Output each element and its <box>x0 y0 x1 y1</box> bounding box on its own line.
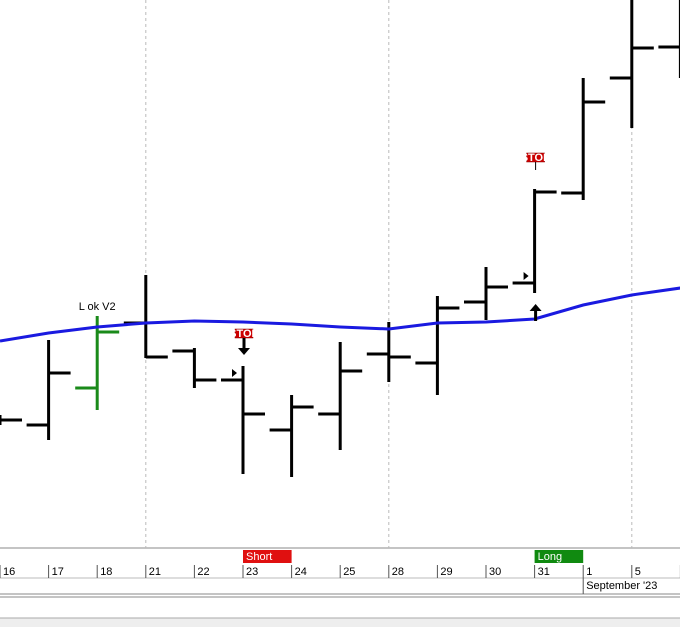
plot <box>0 0 680 548</box>
month-label: September '23 <box>586 580 657 592</box>
arrow-head <box>238 348 250 355</box>
entry-marker <box>232 369 237 377</box>
x-tick-label: 21 <box>149 566 161 578</box>
signal-label: Short <box>246 551 272 563</box>
entry-marker <box>523 272 529 280</box>
annotation: L ok V2 <box>79 301 116 313</box>
x-tick-label: 16 <box>3 566 15 578</box>
signal-label: Long <box>538 551 562 563</box>
signal-box <box>534 550 584 563</box>
x-tick-label: 18 <box>100 566 112 578</box>
x-tick-label: 25 <box>343 566 355 578</box>
x-tick-label: 29 <box>440 566 452 578</box>
moving-average <box>0 286 680 343</box>
x-tick-label: 30 <box>489 566 501 578</box>
x-tick-label: 22 <box>197 566 209 578</box>
signal-box <box>243 550 292 563</box>
arrow-head <box>529 304 542 311</box>
stop-label: STOP <box>229 328 259 340</box>
stop-label: STOP <box>521 152 551 164</box>
x-tick-label: 28 <box>392 566 404 578</box>
x-tick-label: 23 <box>246 566 258 578</box>
x-tick-label: 31 <box>538 566 550 578</box>
x-tick-label: 5 <box>635 566 641 578</box>
x-tick-label: 1 <box>586 566 592 578</box>
lower-panel <box>0 618 680 627</box>
x-tick-label: 24 <box>295 566 307 578</box>
x-tick-label: 17 <box>52 566 64 578</box>
